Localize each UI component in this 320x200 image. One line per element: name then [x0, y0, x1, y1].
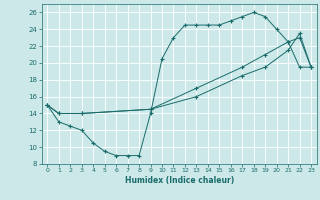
X-axis label: Humidex (Indice chaleur): Humidex (Indice chaleur) [124, 176, 234, 185]
